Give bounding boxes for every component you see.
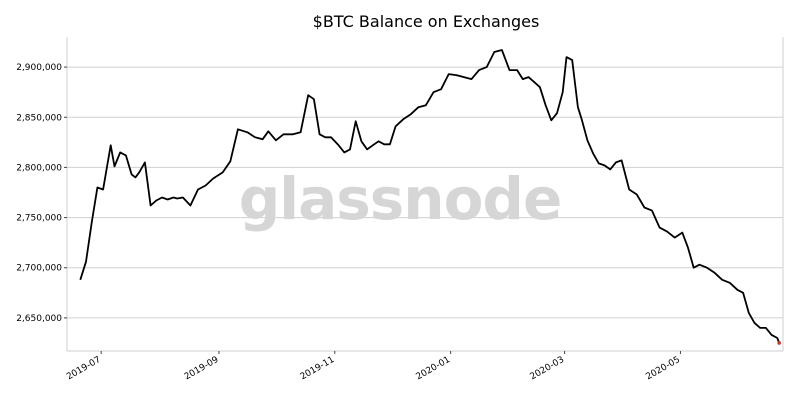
y-tick-label: 2,750,000 xyxy=(16,214,62,224)
y-axis-ticks: 2,650,000 2,700,000 2,750,000 2,800,000 2,85… xyxy=(16,63,67,324)
plot-frame xyxy=(66,37,784,352)
series-line-0 xyxy=(79,49,781,344)
y-tick-label: 2,850,000 xyxy=(16,113,62,123)
y-tick-label: 2,700,000 xyxy=(16,264,62,274)
y-tick-label: 2,900,000 xyxy=(16,63,62,73)
watermark: glassnode xyxy=(239,165,562,233)
chart-title: $BTC Balance on Exchanges xyxy=(313,12,540,31)
last-point-marker xyxy=(777,341,782,345)
y-tick-label: 2,650,000 xyxy=(16,314,62,324)
gridlines xyxy=(67,66,783,319)
series-layer xyxy=(79,49,782,345)
y-tick-label: 2,800,000 xyxy=(16,163,62,173)
